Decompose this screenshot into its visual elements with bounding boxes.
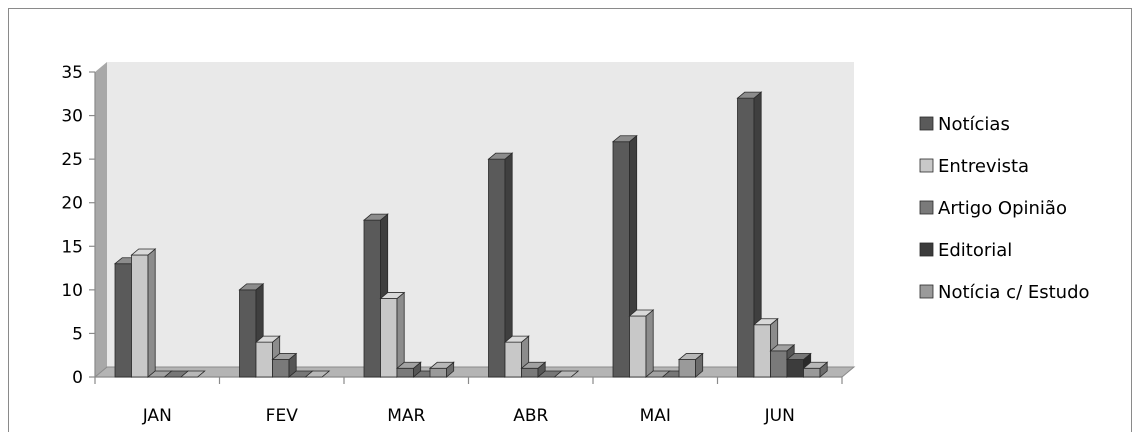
legend-label: Entrevista [938, 156, 1029, 177]
bar-front [363, 219, 381, 378]
x-tick-label: JAN [142, 406, 172, 426]
y-tick-label: 0 [72, 368, 83, 388]
bar-front [786, 359, 804, 378]
bar-front [255, 341, 273, 378]
legend-item: Notícias [919, 114, 1010, 135]
bar [130, 248, 157, 378]
legend-swatch [919, 284, 934, 299]
y-tick-label: 15 [61, 237, 83, 257]
bar-front [612, 141, 630, 378]
x-tick-label: MAR [387, 406, 425, 426]
bar [271, 352, 298, 378]
x-axis: JAN FEV MAR ABR MAI JUN [94, 376, 843, 426]
back-wall [107, 62, 854, 367]
legend-label: Editorial [938, 240, 1012, 261]
x-tick-label: ABR [513, 406, 548, 426]
bar-top [802, 361, 829, 369]
legend-swatch [919, 200, 934, 215]
y-tick-label: 35 [61, 63, 83, 83]
bar-top [736, 91, 763, 99]
bar-front [396, 367, 414, 378]
bar-top [752, 318, 779, 326]
bar-top [395, 361, 422, 369]
legend-item: Artigo Opinião [919, 198, 1067, 219]
bar-front [272, 359, 290, 378]
x-tick-label: FEV [266, 406, 299, 426]
bar-front [678, 359, 696, 378]
bar-front [131, 254, 149, 378]
legend-item: Editorial [919, 240, 1012, 261]
bar-top [487, 152, 514, 160]
bar-top [428, 361, 455, 369]
bars [113, 91, 829, 378]
bar-front [504, 341, 522, 378]
side-wall [95, 62, 107, 377]
bar-side [645, 309, 654, 378]
bar-front [770, 350, 788, 378]
bar-front [521, 367, 539, 378]
y-tick-label: 10 [61, 281, 83, 301]
bar-front [629, 315, 647, 378]
x-tick-label: JUN [764, 406, 795, 426]
y-axis: 0 5 10 15 20 25 30 35 [61, 63, 96, 388]
bar-front [488, 158, 506, 378]
bar-top [677, 353, 704, 360]
bar-front [429, 367, 447, 378]
legend-swatch [919, 158, 934, 173]
bar-top [785, 353, 812, 360]
bar [628, 309, 655, 378]
bar-top [304, 370, 331, 378]
legend-label: Notícias [938, 114, 1010, 135]
bar [677, 352, 704, 378]
bar-top [628, 309, 655, 317]
bar-front [803, 367, 821, 378]
bar-top [520, 361, 547, 369]
legend-item: Entrevista [919, 156, 1029, 177]
bar [395, 361, 422, 378]
bar-front [753, 324, 771, 378]
bar-top [179, 370, 206, 378]
bar-front [114, 263, 132, 378]
y-tick-label: 30 [61, 107, 83, 127]
legend-swatch [919, 242, 934, 257]
y-tick-label: 20 [61, 194, 83, 214]
bar [553, 370, 580, 378]
bar-top [238, 283, 265, 291]
bar-top [362, 213, 389, 221]
bar [179, 370, 206, 378]
legend-label: Notícia c/ Estudo [938, 282, 1090, 303]
bar-front [380, 298, 398, 378]
bar-front [239, 289, 257, 378]
bar-top [379, 292, 406, 299]
y-tick-label: 25 [61, 150, 83, 170]
y-tick-label: 5 [72, 324, 83, 344]
bar [428, 361, 455, 378]
bar-top [503, 335, 530, 343]
bar [304, 370, 331, 378]
bar [487, 152, 514, 378]
bar-top [271, 353, 298, 360]
bar [520, 361, 547, 378]
bar-side [147, 248, 156, 378]
bar-top [254, 335, 281, 343]
x-tick-label: MAI [640, 406, 671, 426]
legend-swatch [919, 116, 934, 131]
bar [379, 291, 406, 378]
bar [736, 91, 763, 378]
legend-item: Notícia c/ Estudo [919, 282, 1090, 303]
bar-front [737, 97, 755, 378]
legend-label: Artigo Opinião [938, 198, 1067, 219]
bar-top [130, 248, 157, 256]
legend: Notícias Entrevista Artigo Opinião Editoria… [919, 114, 1090, 303]
bar [802, 361, 829, 378]
bar-top [553, 370, 580, 378]
bar-top [769, 344, 796, 352]
bar-top [611, 135, 638, 143]
